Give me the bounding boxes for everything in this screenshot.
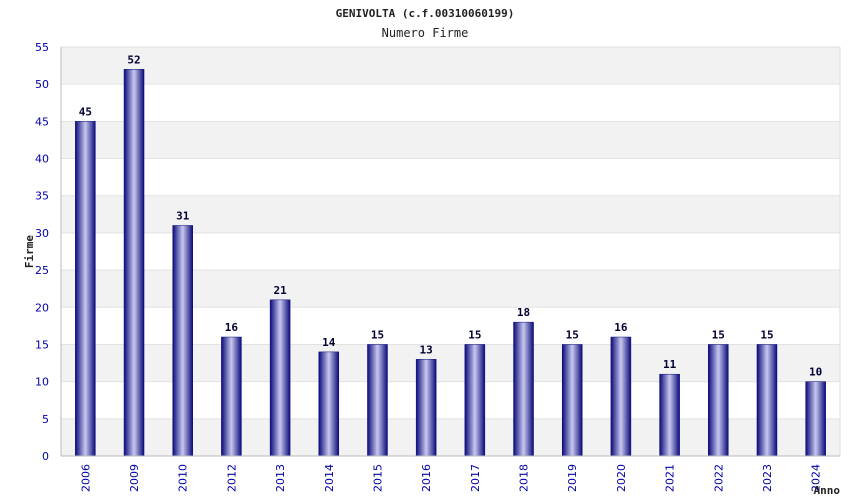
y-tick-label: 45 [35,115,49,128]
x-tick-label: 2017 [469,464,482,492]
grid-band [61,47,840,85]
x-tick-label: 2020 [615,464,628,492]
y-tick-label: 30 [35,227,49,240]
data-label: 11 [663,358,677,371]
data-labels: 45 52 31 16 21 14 15 13 15 18 15 16 11 15 15 10 [79,53,823,378]
bar [75,121,96,457]
bar [269,299,291,457]
x-tick-label: 2023 [761,464,774,492]
y-axis-label: Firme [23,235,36,268]
x-tick-label: 2006 [79,464,92,492]
data-label: 15 [371,328,384,341]
bar [708,344,729,457]
bar [318,351,340,457]
bar [123,69,145,457]
data-label: 14 [322,336,336,349]
bar [805,381,826,457]
data-label: 16 [225,321,239,334]
bar [464,344,486,457]
x-tick-label: 2015 [371,464,384,492]
y-tick-label: 40 [35,153,49,166]
y-tick-label: 10 [35,376,49,389]
bar [415,359,437,457]
x-tick-label: 2018 [518,464,531,492]
bar [367,344,388,457]
x-tick-label: 2014 [323,464,336,492]
y-tick-label: 25 [35,264,49,277]
data-label: 13 [420,343,433,356]
x-tick-label: 2022 [712,464,725,492]
data-label: 15 [468,328,481,341]
x-axis-ticks: 2006 2009 2010 2012 2013 2014 2015 2016 2017 2018… [79,464,822,492]
x-tick-label: 2019 [566,464,579,492]
y-tick-label: 20 [35,301,49,314]
bars [75,69,826,457]
bar [659,373,680,457]
y-tick-label: 5 [42,413,49,426]
x-tick-label: 2013 [274,464,287,492]
bar [172,225,193,457]
data-label: 45 [79,105,92,118]
y-tick-label: 55 [35,41,49,54]
y-tick-label: 50 [35,78,49,91]
x-tick-label: 2010 [177,464,190,492]
data-label: 15 [712,328,725,341]
x-tick-label: 2009 [128,464,141,492]
y-tick-label: 0 [42,450,49,463]
data-label: 15 [760,328,773,341]
bar [756,344,778,457]
x-tick-label: 2021 [664,464,677,492]
bar [561,344,583,457]
y-tick-label: 35 [35,190,49,203]
bar [221,336,242,457]
chart-subtitle: Numero Firme [382,26,469,40]
x-tick-label: 2016 [420,464,433,492]
x-tick-label: 2012 [225,464,238,492]
data-label: 15 [566,328,579,341]
chart-title: GENIVOLTA (c.f.00310060199) [336,7,515,20]
x-axis-label: Anno [814,484,841,497]
bar [513,321,534,457]
y-tick-label: 15 [35,338,49,351]
data-label: 31 [176,209,190,222]
data-label: 52 [127,53,140,66]
bar [610,336,632,457]
data-label: 10 [809,366,822,379]
data-label: 21 [273,284,287,297]
grid-band [61,121,840,159]
data-label: 18 [517,306,530,319]
data-label: 16 [614,321,628,334]
y-axis-ticks: 0 5 10 15 20 25 30 35 40 45 50 55 [35,41,49,463]
x-tick-label: 2024 [810,464,823,492]
